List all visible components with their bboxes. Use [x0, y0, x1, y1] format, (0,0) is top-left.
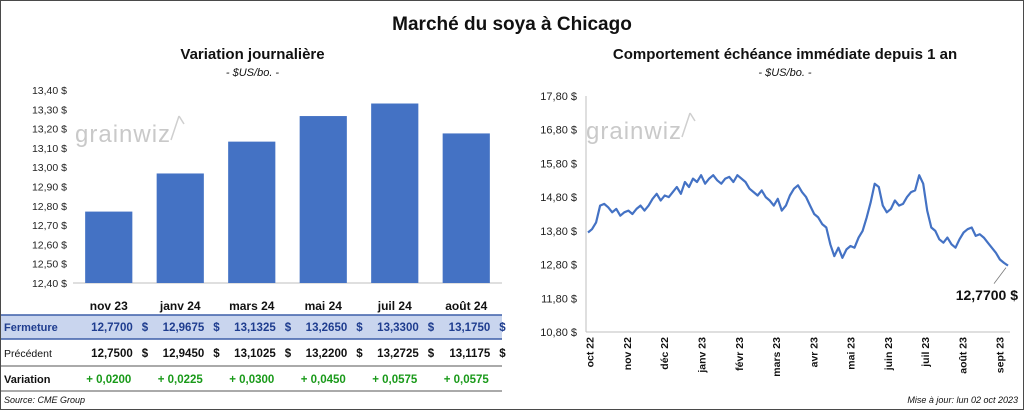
bar — [299, 116, 347, 284]
line-x-tick: janv 23 — [696, 337, 708, 374]
bar-y-tick: 12,90 $ — [32, 182, 67, 194]
line-x-tick: avr 23 — [808, 337, 820, 368]
line-x-tick: juil 23 — [920, 337, 932, 368]
watermark-leaf — [689, 112, 696, 122]
line-x-tick: févr 23 — [734, 337, 746, 371]
table-row-label: Précédent — [4, 348, 52, 360]
bar-category-label: nov 23 — [90, 299, 128, 313]
table-cell: + 0,0450 — [301, 374, 346, 386]
line-y-tick: 16,80 $ — [540, 125, 577, 137]
table-cell: 13,2650 — [306, 322, 348, 334]
source-note: Source: CME Group — [4, 395, 86, 405]
line-y-tick: 10,80 $ — [540, 327, 577, 339]
table-cell-currency: $ — [499, 322, 506, 334]
bar — [228, 141, 276, 283]
line-y-tick: 14,80 $ — [540, 192, 577, 204]
table-cell-currency: $ — [142, 322, 149, 334]
line-chart-title: Comportement échéance immédiate depuis 1… — [612, 46, 958, 63]
line-x-tick: mars 23 — [771, 337, 783, 377]
table-cell: + 0,0225 — [158, 374, 204, 386]
line-x-tick: mai 23 — [846, 337, 858, 370]
table-cell: 12,9450 — [163, 348, 205, 360]
bar-y-tick: 12,50 $ — [32, 259, 67, 271]
table-cell: + 0,0575 — [372, 374, 418, 386]
table-row-highlight — [1, 315, 502, 339]
bar-chart-unit: - $US/bo. - — [225, 67, 280, 79]
table-cell-currency: $ — [356, 322, 363, 334]
line-x-tick: août 23 — [957, 337, 969, 374]
table-cell-currency: $ — [213, 348, 220, 360]
watermark-leaf — [178, 115, 185, 125]
watermark-stalk — [170, 115, 180, 141]
watermark-text: grainwiz — [586, 118, 682, 145]
table-cell-currency: $ — [142, 348, 149, 360]
line-x-tick: nov 22 — [622, 337, 634, 370]
table-cell-currency: $ — [499, 348, 506, 360]
line-y-tick: 15,80 $ — [540, 158, 577, 170]
table-cell: 12,9675 — [163, 322, 205, 334]
page-title: Marché du soya à Chicago — [392, 14, 632, 35]
bar — [85, 211, 133, 283]
table-cell-currency: $ — [428, 322, 435, 334]
bar-category-label: août 24 — [445, 299, 487, 313]
bar-chart-title: Variation journalière — [180, 46, 325, 63]
line-y-tick: 13,80 $ — [540, 226, 577, 238]
bar-y-tick: 12,70 $ — [32, 220, 67, 232]
line-y-tick: 12,80 $ — [540, 260, 577, 272]
bar — [156, 173, 204, 283]
bar-y-tick: 13,40 $ — [32, 85, 67, 97]
line-y-tick: 17,80 $ — [540, 91, 577, 103]
table-cell-currency: $ — [213, 322, 220, 334]
bar-category-label: juil 24 — [377, 299, 412, 313]
table-cell: 12,7700 — [91, 322, 133, 334]
bar-y-tick: 13,10 $ — [32, 143, 67, 155]
price-line — [587, 174, 1009, 267]
table-cell: 13,3300 — [377, 322, 419, 334]
line-chart-unit: - $US/bo. - — [758, 67, 812, 79]
line-y-tick: 11,80 $ — [541, 293, 577, 305]
line-x-tick: juin 23 — [883, 337, 895, 371]
bar — [442, 133, 490, 283]
line-x-tick: sept 23 — [995, 337, 1007, 373]
table-cell: 13,1025 — [234, 348, 276, 360]
bar-category-label: janv 24 — [159, 299, 201, 313]
bar-category-label: mai 24 — [305, 299, 343, 313]
bar-y-tick: 12,60 $ — [32, 239, 67, 251]
bar-y-tick: 13,30 $ — [32, 104, 67, 116]
table-cell: 13,2200 — [306, 348, 348, 360]
last-value-label: 12,7700 $ — [956, 287, 1018, 303]
table-cell: 13,1175 — [449, 348, 491, 360]
bar-chart: grainwiz 12,40 $ 12,50 $ 12,60 $ 12,70 $ 12,8… — [1, 85, 506, 392]
watermark-text: grainwiz — [75, 121, 171, 148]
bar-category-label: mars 24 — [229, 299, 275, 313]
table-row-label: Variation — [4, 374, 51, 386]
table-cell: + 0,0200 — [86, 374, 131, 386]
watermark-stalk — [681, 112, 691, 138]
table-cell: 13,1325 — [234, 322, 276, 334]
grainwiz-watermark: grainwiz — [586, 112, 696, 145]
table-cell: 13,1750 — [449, 322, 491, 334]
table-row-label: Fermeture — [4, 322, 58, 334]
update-note: Mise à jour: lun 02 oct 2023 — [907, 395, 1018, 405]
bar-y-tick: 13,00 $ — [32, 162, 67, 174]
table-cell-currency: $ — [356, 348, 363, 360]
table-cell: + 0,0300 — [229, 374, 274, 386]
bar-y-tick: 13,20 $ — [32, 124, 67, 136]
table-cell-currency: $ — [285, 322, 292, 334]
table-cell: + 0,0575 — [444, 374, 490, 386]
bar-y-tick: 12,80 $ — [32, 201, 67, 213]
table-cell-currency: $ — [285, 348, 292, 360]
bar — [371, 103, 419, 283]
bar-y-tick: 12,40 $ — [32, 278, 67, 290]
table-cell: 13,2725 — [377, 348, 419, 360]
line-x-tick: oct 22 — [585, 337, 597, 368]
line-x-tick: déc 22 — [659, 337, 671, 370]
last-value-leader — [993, 267, 1007, 284]
grainwiz-watermark: grainwiz — [75, 115, 185, 148]
table-cell-currency: $ — [428, 348, 435, 360]
table-cell: 12,7500 — [91, 348, 133, 360]
